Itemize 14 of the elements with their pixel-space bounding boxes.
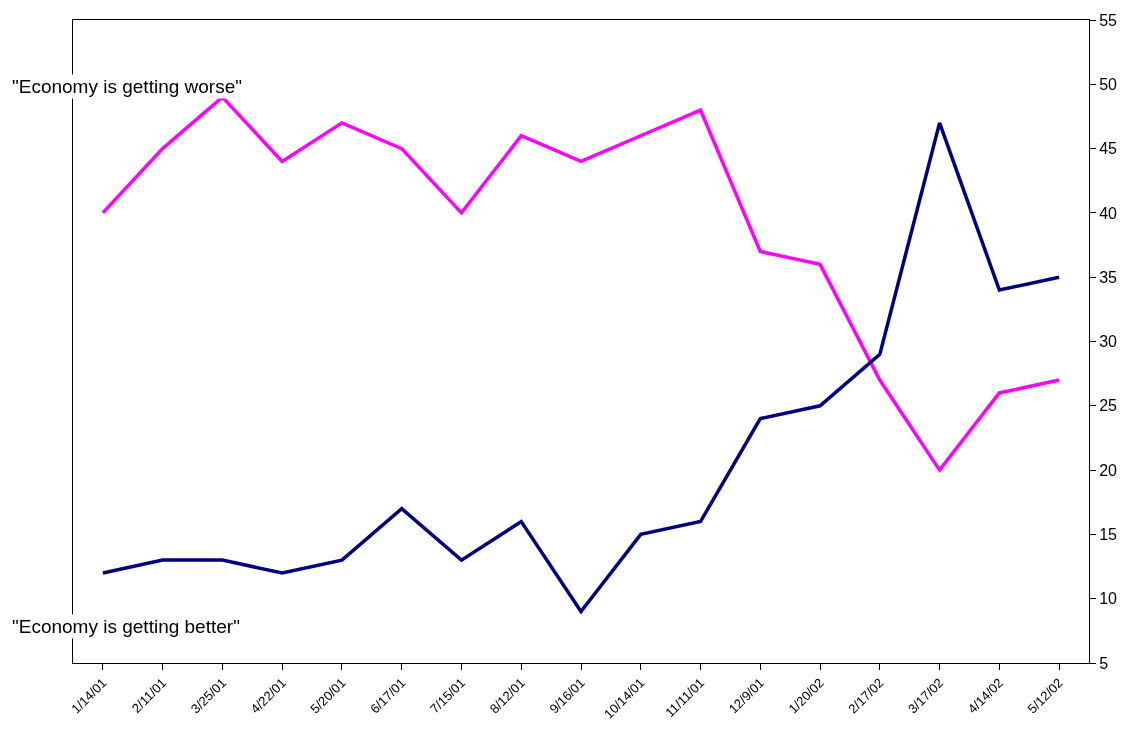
line-series: [101, 121, 1061, 614]
y-tick-label: 15: [1099, 526, 1118, 543]
y-tick-label: 35: [1099, 268, 1118, 286]
y-tick-label: 30: [1099, 333, 1118, 351]
y-tick-label: 40: [1099, 204, 1118, 222]
y-tick-label: 10: [1099, 590, 1118, 608]
y-tick-label: 25: [1099, 397, 1118, 415]
y-tick-label: 5: [1099, 654, 1109, 672]
y-tick-label: 45: [1099, 140, 1118, 158]
y-tick-label: 50: [1099, 75, 1118, 93]
y-tick-label: 20: [1099, 461, 1118, 479]
y-tick-label: 55: [1099, 11, 1118, 29]
annotation: "Economy is getting worse": [12, 76, 242, 97]
annotation: "Economy is getting better": [12, 616, 240, 637]
